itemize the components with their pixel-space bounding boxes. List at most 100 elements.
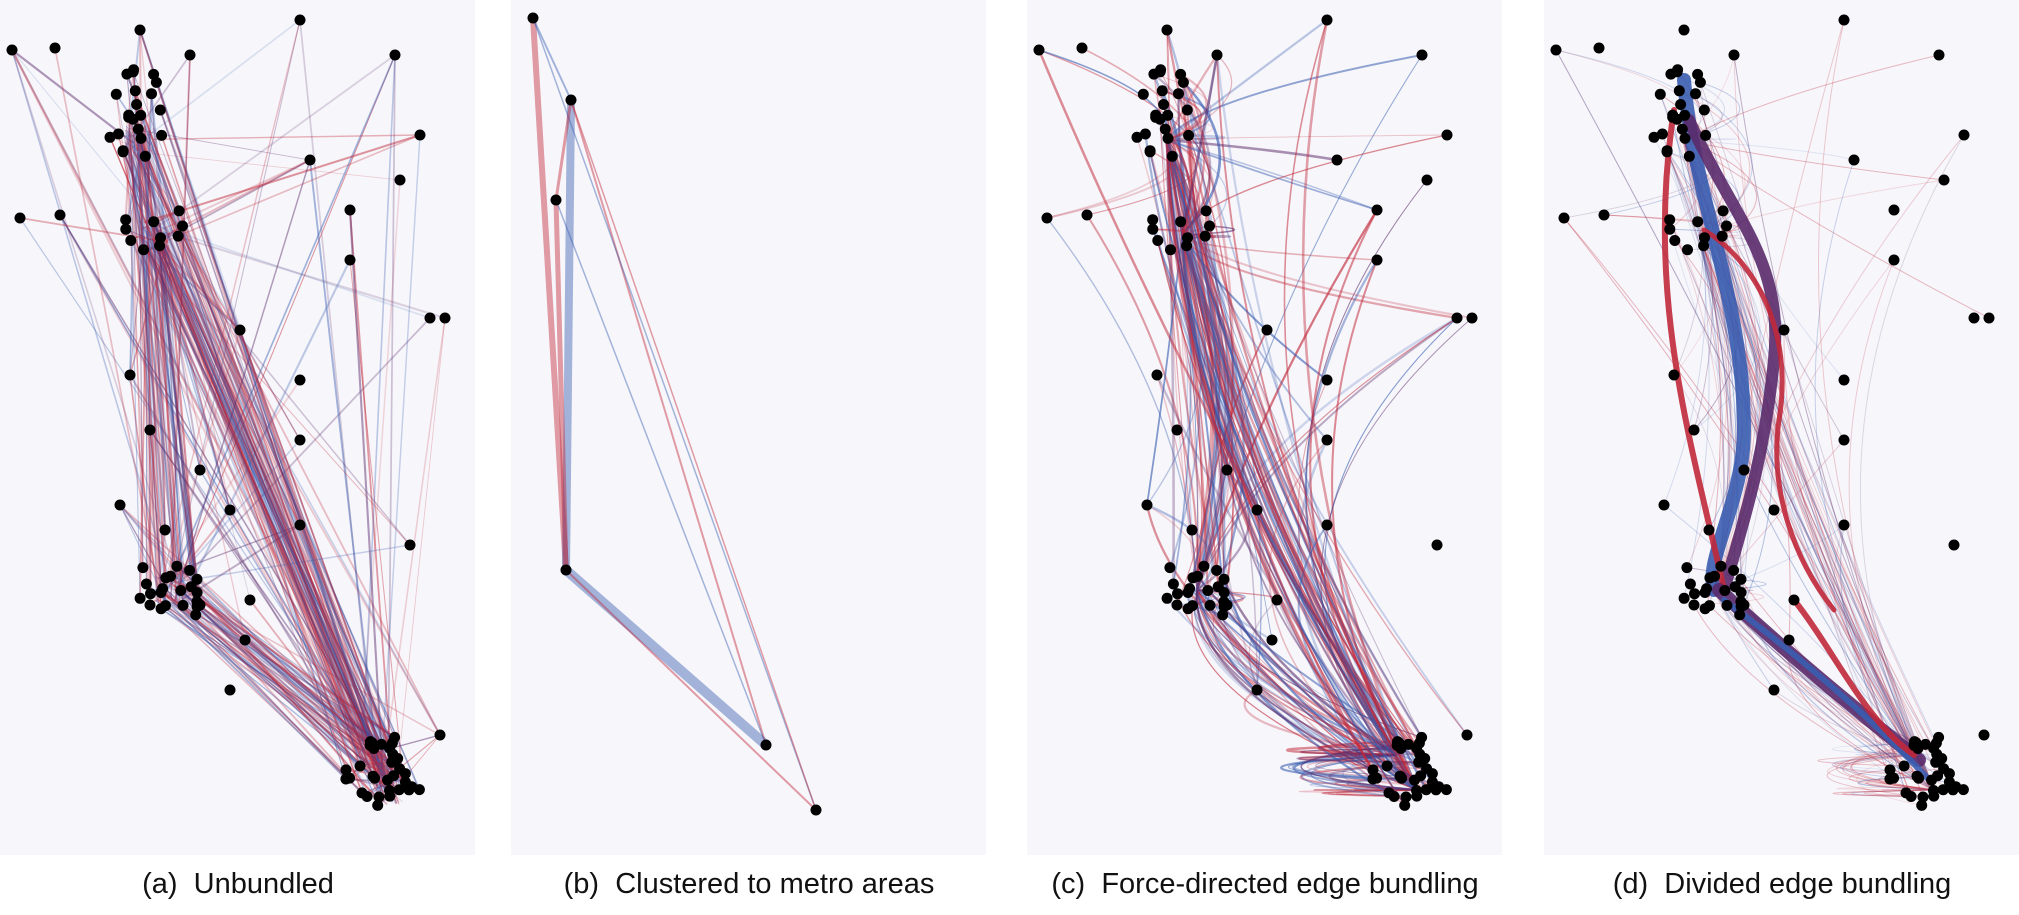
edge (1680, 104, 1935, 791)
edge (1166, 139, 1378, 211)
c-node (1212, 581, 1224, 593)
edge (159, 245, 382, 757)
a-node (135, 132, 147, 144)
a-node (386, 737, 398, 749)
edge (1850, 789, 1935, 797)
edge (1683, 139, 1758, 247)
a-node (125, 235, 137, 246)
d-node (1930, 737, 1942, 749)
c-node (1396, 772, 1408, 784)
edge (1834, 754, 1918, 777)
edge (153, 221, 391, 787)
edge (140, 138, 380, 781)
edge (148, 144, 396, 738)
edge (122, 150, 377, 802)
edge (1180, 234, 1209, 591)
c-node (1461, 729, 1473, 741)
edge (1733, 54, 1935, 791)
c-node (1400, 791, 1412, 803)
d-node (1721, 599, 1733, 611)
edge (158, 245, 178, 601)
c-node (1321, 434, 1333, 446)
edge (148, 221, 431, 319)
edge (1166, 139, 1374, 771)
edge (1297, 524, 1398, 756)
c-node (1331, 154, 1343, 166)
edge (181, 225, 362, 745)
edge (158, 245, 377, 792)
edge (160, 247, 391, 791)
c-node (1184, 583, 1196, 595)
edge (1181, 234, 1328, 381)
edge (126, 142, 201, 606)
d-node (1938, 174, 1950, 186)
edge (109, 136, 147, 153)
a-node (361, 791, 373, 802)
edge (239, 329, 391, 778)
edge (140, 235, 347, 771)
edge (160, 135, 362, 752)
d-node (1664, 214, 1676, 226)
edge (1309, 209, 1398, 756)
d-node (1838, 14, 1850, 26)
edge (59, 214, 389, 791)
edge (166, 245, 199, 593)
d-node (1848, 154, 1860, 166)
c-node (1261, 324, 1273, 336)
edge (157, 603, 394, 755)
c-node (1181, 240, 1193, 252)
edge (150, 93, 186, 582)
a-node (304, 154, 316, 166)
edge (299, 524, 404, 779)
d-node (1689, 588, 1700, 600)
d-node (1700, 129, 1712, 141)
a-node (389, 49, 401, 61)
d-node (1676, 123, 1688, 135)
d-node (1709, 570, 1720, 582)
b-node (565, 94, 577, 106)
edge (169, 54, 192, 590)
edge (1713, 259, 1895, 591)
d-node (1648, 131, 1660, 143)
edge (146, 244, 375, 749)
edge (124, 140, 131, 220)
edge (157, 221, 167, 578)
edge (149, 429, 169, 599)
a-node (394, 174, 406, 186)
d-node (1550, 44, 1562, 56)
edge (387, 54, 396, 797)
edge (1181, 234, 1426, 759)
a-node (239, 634, 251, 646)
edge (132, 151, 180, 212)
edge (11, 49, 386, 788)
edge (135, 125, 162, 609)
edge (153, 221, 378, 753)
a-node (121, 68, 133, 80)
edge (1165, 139, 1375, 771)
b-node (760, 739, 772, 751)
d-node (1673, 85, 1685, 97)
edge (180, 590, 384, 793)
edge (1814, 159, 1915, 756)
d-node (1698, 104, 1710, 116)
d-node (1735, 573, 1747, 585)
d-node (1943, 768, 1955, 780)
edge (59, 214, 381, 748)
edge (1215, 54, 1399, 756)
edge (1146, 234, 1207, 506)
a-node (191, 601, 203, 613)
c-node (1221, 464, 1233, 476)
edge (129, 151, 140, 376)
d-node (1715, 560, 1727, 572)
edge (138, 136, 144, 568)
d-node (1958, 129, 1970, 141)
c-node (1181, 104, 1193, 116)
caption-d: (d) Divided edge bundling (1522, 868, 2019, 901)
edge (140, 237, 241, 331)
edge (149, 233, 198, 607)
edge (119, 504, 382, 747)
c-node (1167, 578, 1179, 590)
edge (141, 229, 162, 593)
edge (170, 54, 191, 599)
caption-d-label: (d) (1612, 868, 1649, 900)
